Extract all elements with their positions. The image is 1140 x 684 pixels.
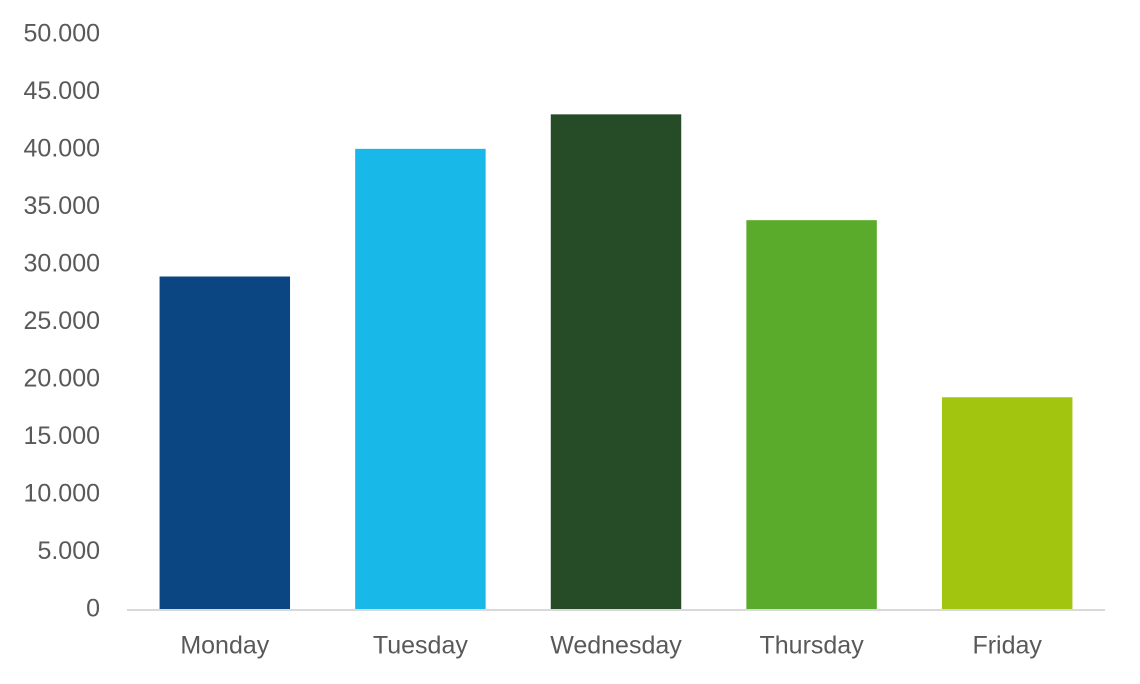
y-tick-label: 0	[86, 595, 100, 623]
x-axis-labels: Monday Tuesday Wednesday Thursday Friday	[180, 632, 1042, 660]
y-tick-label: 50.000	[24, 20, 100, 48]
bar-monday	[159, 276, 291, 610]
bar-wednesday	[550, 114, 682, 610]
y-tick-label: 45.000	[24, 77, 100, 105]
bars	[159, 114, 1073, 610]
x-tick-label: Tuesday	[373, 632, 468, 660]
y-tick-label: 20.000	[24, 365, 100, 393]
y-tick-label: 35.000	[24, 192, 100, 220]
y-tick-label: 5.000	[37, 537, 100, 565]
y-tick-label: 25.000	[24, 307, 100, 335]
y-tick-label: 30.000	[24, 250, 100, 278]
y-tick-label: 10.000	[24, 480, 100, 508]
bar-tuesday	[355, 148, 486, 610]
x-tick-label: Monday	[180, 632, 269, 660]
y-tick-label: 40.000	[24, 135, 100, 163]
bar-friday	[941, 397, 1073, 610]
y-tick-label: 15.000	[24, 422, 100, 450]
bar-thursday	[746, 220, 877, 610]
x-tick-label: Friday	[972, 632, 1042, 660]
x-tick-label: Wednesday	[550, 632, 682, 660]
x-tick-label: Thursday	[759, 632, 864, 660]
y-axis-ticks: 0 5.000 10.000 15.000 20.000 25.000 30.000 35.0…	[24, 20, 100, 623]
